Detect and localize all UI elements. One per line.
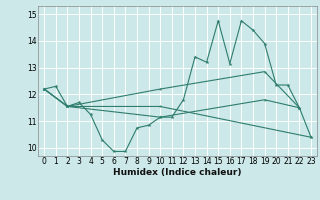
X-axis label: Humidex (Indice chaleur): Humidex (Indice chaleur) (113, 168, 242, 177)
